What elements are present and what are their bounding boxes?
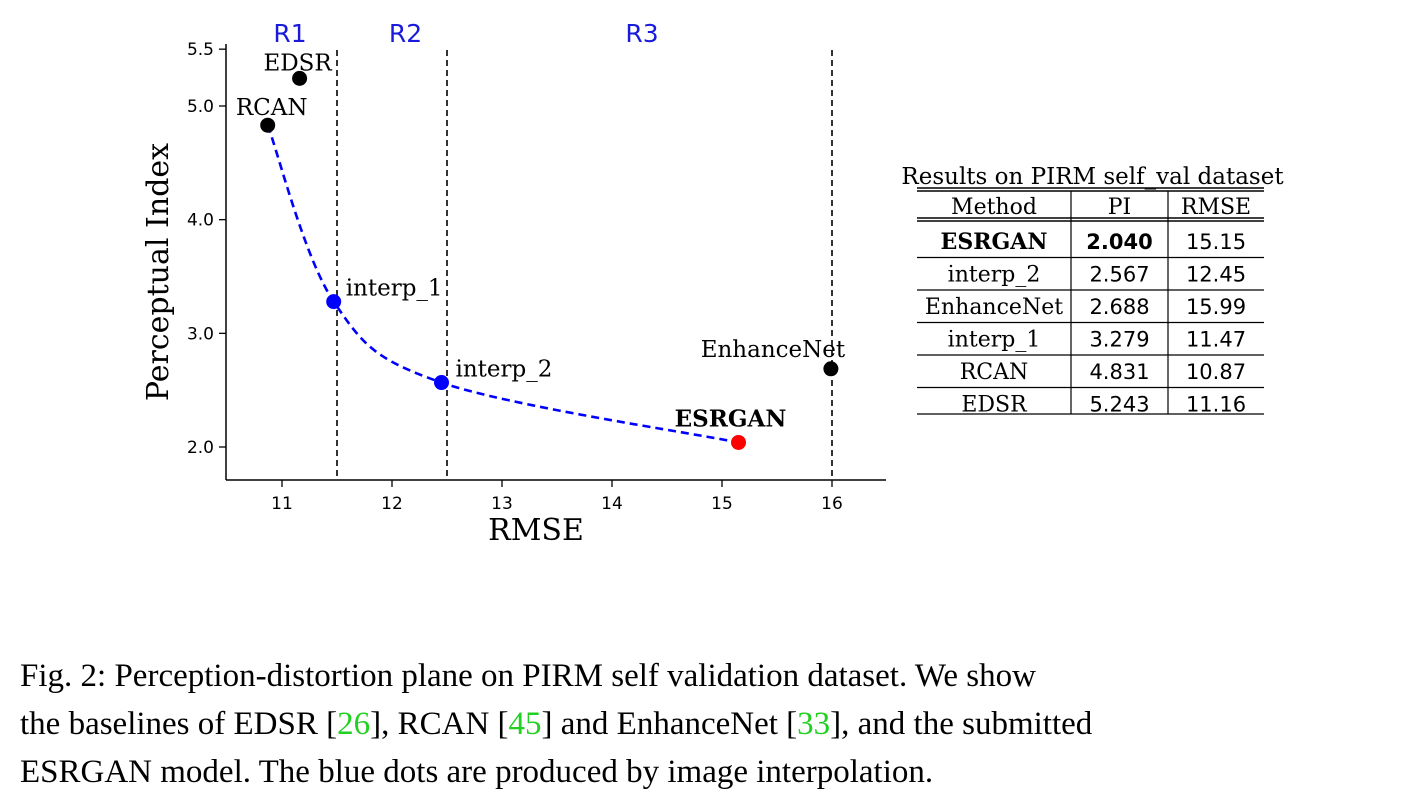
y-tick-label: 5.5 bbox=[187, 40, 214, 60]
table-header: Method PI RMSE bbox=[951, 195, 1251, 220]
table-cell-pi: 4.831 bbox=[1089, 360, 1149, 384]
y-tick-label: 4.0 bbox=[187, 211, 214, 231]
caption-label: Fig. 2: bbox=[20, 658, 107, 694]
table-cell-rmse: 11.47 bbox=[1186, 328, 1246, 352]
caption-line-1: Fig. 2: Perception-distortion plane on P… bbox=[20, 658, 1036, 694]
x-tick-label: 16 bbox=[821, 494, 843, 514]
x-axis-label: RMSE bbox=[488, 513, 584, 548]
data-point-label: interp_1 bbox=[346, 276, 443, 302]
data-point bbox=[326, 294, 342, 310]
table-cell-rmse: 12.45 bbox=[1186, 263, 1246, 287]
table-cell-method: interp_2 bbox=[948, 263, 1041, 288]
region-label: R1 bbox=[273, 19, 306, 48]
x-tick-label: 15 bbox=[711, 494, 733, 514]
table-rows: ESRGAN 2.040 15.15 interp_2 2.567 12.45 Enhanc… bbox=[925, 229, 1246, 418]
table-cell-pi: 3.279 bbox=[1089, 328, 1149, 352]
table-header-cell: RMSE bbox=[1181, 195, 1251, 220]
table-cell-rmse: 11.16 bbox=[1186, 393, 1246, 417]
y-tick-label: 5.0 bbox=[187, 97, 214, 117]
table-cell-pi: 5.243 bbox=[1089, 393, 1149, 417]
table-cell-method: interp_1 bbox=[948, 328, 1041, 353]
data-point-label: EDSR bbox=[263, 50, 332, 76]
data-point bbox=[292, 70, 308, 86]
caption-line-2: the baselines of EDSR [26], RCAN [45] an… bbox=[20, 706, 1093, 742]
table-header-cell: Method bbox=[951, 195, 1037, 220]
table-cell-method: EnhanceNet bbox=[925, 295, 1063, 320]
table-cell-method: RCAN bbox=[960, 360, 1029, 385]
data-point-label: ESRGAN bbox=[675, 405, 787, 432]
citation-link[interactable]: 26 bbox=[337, 706, 371, 742]
citation-link[interactable]: 45 bbox=[508, 706, 542, 742]
results-table: Results on PIRM self_val dataset Method P… bbox=[901, 164, 1284, 418]
data-point-label: interp_2 bbox=[456, 357, 553, 383]
data-point bbox=[731, 434, 746, 450]
y-ticks: 2.0 3.0 4.0 5.0 5.5 bbox=[187, 40, 226, 458]
table-cell-pi: 2.567 bbox=[1089, 263, 1149, 287]
interpolation-curve bbox=[266, 124, 739, 444]
table-cell-rmse: 10.87 bbox=[1186, 360, 1246, 384]
data-point bbox=[823, 361, 839, 377]
data-points: EDSR RCAN interp_1 interp_2 ESRGAN EnhanceNet bbox=[236, 50, 846, 450]
region-boundary-lines bbox=[336, 50, 833, 480]
y-tick-label: 3.0 bbox=[187, 324, 214, 344]
table-title: Results on PIRM self_val dataset bbox=[901, 164, 1284, 190]
x-tick-label: 14 bbox=[601, 494, 623, 514]
x-ticks: 11 12 13 14 15 16 bbox=[271, 480, 843, 514]
table-header-cell: PI bbox=[1108, 195, 1132, 220]
figure-caption: Fig. 2: Perception-distortion plane on P… bbox=[20, 652, 1400, 796]
figure: R1 R2 R3 11 12 13 14 15 16 2.0 3.0 4.0 5.0 5.5 EDSR… bbox=[141, 19, 1284, 548]
region-labels: R1 R2 R3 bbox=[273, 19, 658, 48]
region-label: R3 bbox=[625, 19, 658, 48]
table-cell-pi: 2.688 bbox=[1089, 295, 1149, 319]
x-tick-label: 13 bbox=[491, 494, 513, 514]
perception-distortion-chart: R1 R2 R3 11 12 13 14 15 16 2.0 3.0 4.0 5.0 5.5 EDSR… bbox=[141, 19, 886, 548]
table-cell-method: EDSR bbox=[961, 393, 1028, 418]
table-cell-method: ESRGAN bbox=[941, 229, 1048, 255]
y-tick-label: 2.0 bbox=[187, 438, 214, 458]
table-cell-pi: 2.040 bbox=[1086, 230, 1152, 254]
region-label: R2 bbox=[389, 19, 422, 48]
citation-link[interactable]: 33 bbox=[797, 706, 831, 742]
y-axis-label: Perceptual Index bbox=[141, 143, 176, 401]
data-point-label: EnhanceNet bbox=[701, 337, 846, 363]
x-tick-label: 12 bbox=[381, 494, 403, 514]
table-cell-rmse: 15.15 bbox=[1186, 230, 1246, 254]
caption-line-3: ESRGAN model. The blue dots are produced… bbox=[20, 754, 934, 790]
data-point-label: RCAN bbox=[236, 95, 308, 121]
table-cell-rmse: 15.99 bbox=[1186, 295, 1246, 319]
table-rules bbox=[917, 187, 1264, 415]
data-point bbox=[434, 375, 449, 391]
data-point bbox=[260, 117, 276, 133]
x-tick-label: 11 bbox=[271, 494, 293, 514]
